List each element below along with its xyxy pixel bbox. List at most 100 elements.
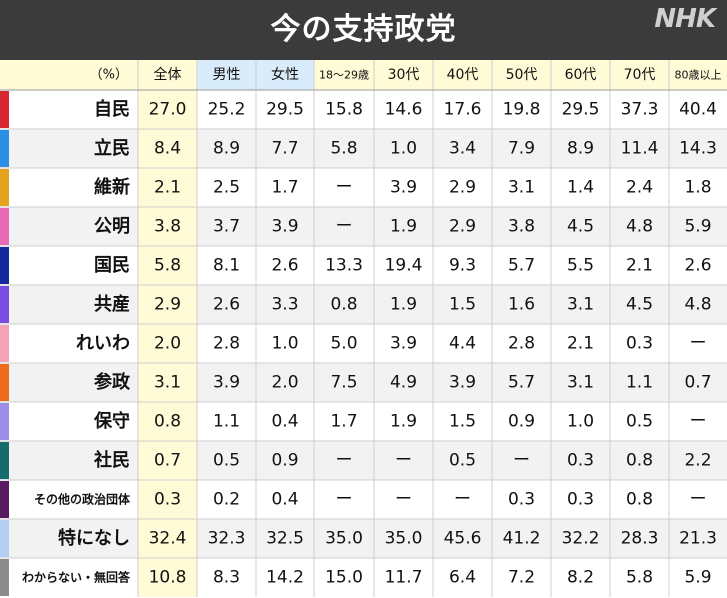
column-header-label: 女性 bbox=[271, 66, 299, 83]
value-cell: 0.7 bbox=[684, 373, 711, 393]
party-color-marker bbox=[0, 130, 9, 167]
value-cell: 1.6 bbox=[508, 295, 535, 315]
party-color-marker bbox=[0, 442, 9, 479]
party-label: 維新 bbox=[94, 176, 130, 198]
value-cell: 15.0 bbox=[325, 568, 363, 588]
value-cell: 6.4 bbox=[449, 568, 476, 588]
total-column-cell bbox=[138, 480, 197, 519]
column-header-cell bbox=[669, 60, 727, 90]
value-cell: 2.5 bbox=[213, 178, 240, 198]
value-cell: 19.4 bbox=[385, 256, 423, 276]
value-cell: 1.1 bbox=[213, 412, 240, 432]
column-header-label: 全体 bbox=[154, 66, 182, 83]
value-cell: 29.5 bbox=[562, 100, 600, 120]
value-cell: 4.5 bbox=[567, 217, 594, 237]
value-cell: ー bbox=[336, 490, 353, 510]
party-label: 立民 bbox=[94, 137, 130, 159]
total-column-cell bbox=[138, 441, 197, 480]
value-cell: 0.8 bbox=[626, 451, 653, 471]
value-cell: 37.3 bbox=[621, 100, 659, 120]
party-color-marker bbox=[0, 91, 9, 128]
party-label: 自民 bbox=[94, 98, 130, 120]
value-cell: ー bbox=[336, 178, 353, 198]
value-cell: ー bbox=[395, 451, 412, 471]
value-cell: 14.6 bbox=[385, 100, 423, 120]
party-label: 特になし bbox=[58, 527, 130, 549]
value-cell: 2.2 bbox=[684, 451, 711, 471]
total-column-cell bbox=[138, 558, 197, 597]
column-header-label: 40代 bbox=[447, 67, 479, 83]
value-cell: 0.5 bbox=[626, 412, 653, 432]
value-cell: ー bbox=[336, 451, 353, 471]
value-cell: 5.0 bbox=[330, 334, 357, 354]
value-cell: 32.3 bbox=[208, 529, 246, 549]
value-cell: 0.3 bbox=[154, 490, 181, 510]
value-cell: 2.9 bbox=[154, 295, 181, 315]
value-cell: 29.5 bbox=[266, 100, 304, 120]
table-row bbox=[0, 402, 727, 441]
column-header-cell bbox=[0, 60, 138, 90]
value-cell: 2.8 bbox=[213, 334, 240, 354]
value-cell: 32.4 bbox=[149, 529, 187, 549]
value-cell: 0.8 bbox=[154, 412, 181, 432]
value-cell: 1.0 bbox=[390, 139, 417, 159]
value-cell: ー bbox=[336, 217, 353, 237]
column-header-cell bbox=[610, 60, 669, 90]
party-label: れいわ bbox=[76, 333, 130, 354]
value-cell: 3.8 bbox=[508, 217, 535, 237]
value-cell: 0.9 bbox=[271, 451, 298, 471]
header-bar: 今の支持政党 NHK bbox=[0, 0, 727, 60]
page-title: 今の支持政党 bbox=[270, 12, 457, 47]
value-cell: 2.0 bbox=[271, 373, 298, 393]
value-cell: 8.1 bbox=[213, 256, 240, 276]
party-label: その他の政治団体 bbox=[34, 492, 131, 507]
value-cell: 11.7 bbox=[385, 568, 423, 588]
party-color-marker bbox=[0, 364, 9, 401]
value-cell: 4.9 bbox=[390, 373, 417, 393]
value-cell: ー bbox=[690, 490, 707, 510]
party-label: 国民 bbox=[94, 255, 130, 276]
value-cell: 28.3 bbox=[621, 529, 659, 549]
value-cell: 0.5 bbox=[213, 451, 240, 471]
party-label: わからない・無回答 bbox=[22, 570, 131, 585]
total-column-cell bbox=[138, 402, 197, 441]
value-cell: 3.8 bbox=[154, 217, 181, 237]
column-header-cell bbox=[433, 60, 492, 90]
value-cell: 0.2 bbox=[213, 490, 240, 510]
column-header-cell bbox=[551, 60, 610, 90]
column-header-label: 80歳以上 bbox=[675, 69, 722, 82]
table-row bbox=[0, 441, 727, 480]
table-row bbox=[0, 363, 727, 402]
value-cell: 3.1 bbox=[567, 295, 594, 315]
column-header-label: 男性 bbox=[213, 67, 241, 83]
value-cell: 8.4 bbox=[154, 139, 181, 159]
value-cell: 11.4 bbox=[621, 139, 659, 159]
value-cell: 1.5 bbox=[449, 412, 476, 432]
table-row bbox=[0, 285, 727, 324]
value-cell: 8.9 bbox=[213, 139, 240, 159]
value-cell: 15.8 bbox=[325, 100, 363, 120]
value-cell: 3.1 bbox=[567, 373, 594, 393]
value-cell: 5.8 bbox=[626, 568, 653, 588]
value-cell: 25.2 bbox=[208, 100, 246, 120]
value-cell: 4.8 bbox=[684, 295, 711, 315]
value-cell: 0.3 bbox=[567, 451, 594, 471]
value-cell: ー bbox=[395, 490, 412, 510]
party-color-marker bbox=[0, 325, 9, 362]
party-color-marker bbox=[0, 403, 9, 440]
value-cell: 14.2 bbox=[266, 568, 304, 588]
party-color-marker bbox=[0, 286, 9, 323]
value-cell: 5.9 bbox=[684, 217, 711, 237]
party-color-marker bbox=[0, 169, 9, 206]
value-cell: 3.4 bbox=[449, 139, 476, 159]
value-cell: 8.3 bbox=[213, 568, 240, 588]
value-cell: 2.1 bbox=[626, 256, 653, 276]
value-cell: 17.6 bbox=[444, 100, 482, 120]
value-cell: 14.3 bbox=[679, 139, 717, 159]
value-cell: 0.9 bbox=[508, 412, 535, 432]
value-cell: 3.9 bbox=[449, 373, 476, 393]
value-cell: 0.8 bbox=[626, 490, 653, 510]
value-cell: 1.4 bbox=[567, 178, 594, 198]
total-column-cell bbox=[138, 207, 197, 246]
value-cell: 1.8 bbox=[684, 178, 711, 198]
